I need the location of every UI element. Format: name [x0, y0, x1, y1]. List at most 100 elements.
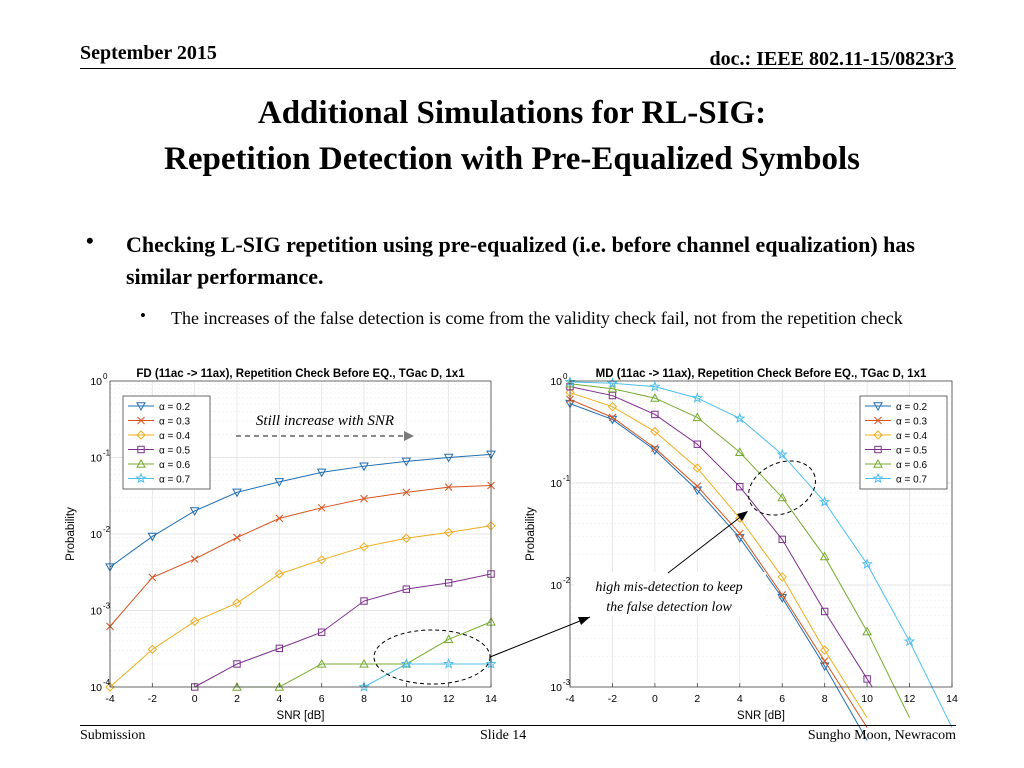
- series-line: [109, 525, 492, 688]
- x-tick-label: -2: [608, 693, 617, 705]
- series-line: [109, 485, 492, 627]
- sub-bullet-icon: •: [140, 306, 146, 325]
- legend-label: α = 0.4: [896, 431, 928, 442]
- data-point: [819, 496, 831, 507]
- data-point: [777, 572, 787, 582]
- y-tick-label: 10: [90, 529, 102, 541]
- x-tick-label: 14: [485, 693, 497, 705]
- footer-right: Sungho Moon, Newracom: [807, 728, 956, 743]
- legend-marker: [136, 430, 146, 440]
- x-tick-label: 2: [234, 693, 240, 705]
- legend-label: α = 0.2: [159, 402, 191, 413]
- data-point: [359, 658, 369, 668]
- y-tick-exponent: -3: [103, 602, 111, 611]
- x-tick-label: 0: [192, 693, 198, 705]
- data-point: [692, 412, 703, 422]
- data-point: [105, 682, 115, 692]
- slide-title: Additional Simulations for RL-SIG: Repet…: [0, 90, 1024, 182]
- y-tick-exponent: -3: [563, 678, 571, 687]
- x-tick-label: 0: [652, 693, 658, 705]
- series-line: [569, 383, 911, 718]
- md-annotation-arrow: [667, 514, 744, 574]
- data-point: [360, 597, 368, 605]
- data-point: [274, 569, 285, 579]
- y-tick-exponent: -4: [103, 678, 111, 687]
- x-tick-label: 4: [737, 693, 743, 705]
- y-tick-exponent: 0: [103, 372, 108, 381]
- data-point: [863, 675, 871, 683]
- bullet-main: Checking L-SIG repetition using pre-equa…: [126, 232, 915, 289]
- y-tick-exponent: -1: [563, 474, 571, 483]
- data-point: [443, 453, 454, 463]
- data-point: [819, 645, 830, 655]
- data-point: [693, 482, 702, 491]
- fd-annotation-arrowhead: [404, 431, 414, 441]
- md-annotation-text-line1: high mis-detection to keep: [595, 580, 742, 595]
- legend-box: [859, 395, 948, 490]
- data-point: [819, 662, 830, 672]
- legend-marker: [137, 416, 145, 425]
- x-axis-label: SNR [dB]: [277, 710, 325, 722]
- x-tick-label: 14: [946, 693, 958, 705]
- y-tick-label: 10: [550, 478, 562, 490]
- data-point: [317, 628, 326, 636]
- data-point: [692, 463, 703, 473]
- bullet-icon: •: [86, 228, 94, 253]
- data-point: [650, 393, 660, 402]
- data-point: [651, 410, 659, 419]
- data-point: [692, 486, 703, 496]
- data-point: [651, 444, 659, 452]
- data-point: [443, 634, 454, 644]
- data-point: [443, 658, 455, 669]
- legend-marker: [872, 472, 884, 484]
- data-point: [444, 579, 453, 587]
- footer-center: Slide 14: [480, 728, 527, 743]
- bullet-sub: The increases of the false detection is …: [171, 308, 903, 328]
- data-point: [316, 555, 327, 565]
- md-annotation-bg: [574, 572, 766, 616]
- data-point: [693, 440, 702, 448]
- data-point: [233, 660, 241, 668]
- data-point: [316, 658, 327, 668]
- data-point: [402, 488, 411, 497]
- data-point: [820, 607, 829, 616]
- axes-box: [569, 380, 953, 688]
- legend-label: α = 0.7: [159, 475, 191, 486]
- series-line: [569, 386, 873, 688]
- x-tick-label: -4: [565, 693, 574, 705]
- x-tick-label: 6: [319, 693, 325, 705]
- y-tick-label: 10: [550, 580, 562, 592]
- legend-label: α = 0.3: [159, 417, 191, 428]
- x-tick-label: -2: [148, 693, 157, 705]
- fd-annotation-text: Still increase with SNR: [256, 413, 394, 429]
- data-point: [360, 494, 368, 503]
- legend-label: α = 0.6: [159, 460, 191, 471]
- data-point: [274, 681, 285, 691]
- legend-marker: [874, 445, 882, 454]
- x-axis-label: SNR [dB]: [737, 710, 785, 722]
- y-tick-label: 10: [90, 376, 102, 388]
- data-point: [650, 426, 660, 437]
- data-point: [148, 573, 157, 582]
- legend-marker: [136, 458, 146, 468]
- legend-marker: [873, 430, 883, 440]
- y-tick-label: 10: [90, 606, 102, 618]
- legend-label: α = 0.5: [896, 446, 928, 457]
- footer-rule: [80, 725, 956, 726]
- x-tick-label: 6: [779, 693, 785, 705]
- x-tick-label: 12: [443, 693, 455, 705]
- header-rule: [80, 68, 956, 69]
- x-tick-label: 2: [694, 693, 700, 705]
- data-point: [820, 657, 829, 665]
- chart-title: MD (11ac -> 11ax), Repetition Check Befo…: [596, 368, 927, 380]
- data-point: [190, 555, 199, 563]
- chart-title: FD (11ac -> 11ax), Repetition Check Befo…: [136, 368, 465, 380]
- legend-label: α = 0.6: [896, 460, 928, 471]
- legend-label: α = 0.2: [896, 402, 928, 413]
- legend-marker: [873, 402, 883, 412]
- data-point: [735, 529, 744, 538]
- data-point: [608, 413, 617, 422]
- data-point: [233, 533, 241, 542]
- legend-label: α = 0.7: [896, 475, 928, 486]
